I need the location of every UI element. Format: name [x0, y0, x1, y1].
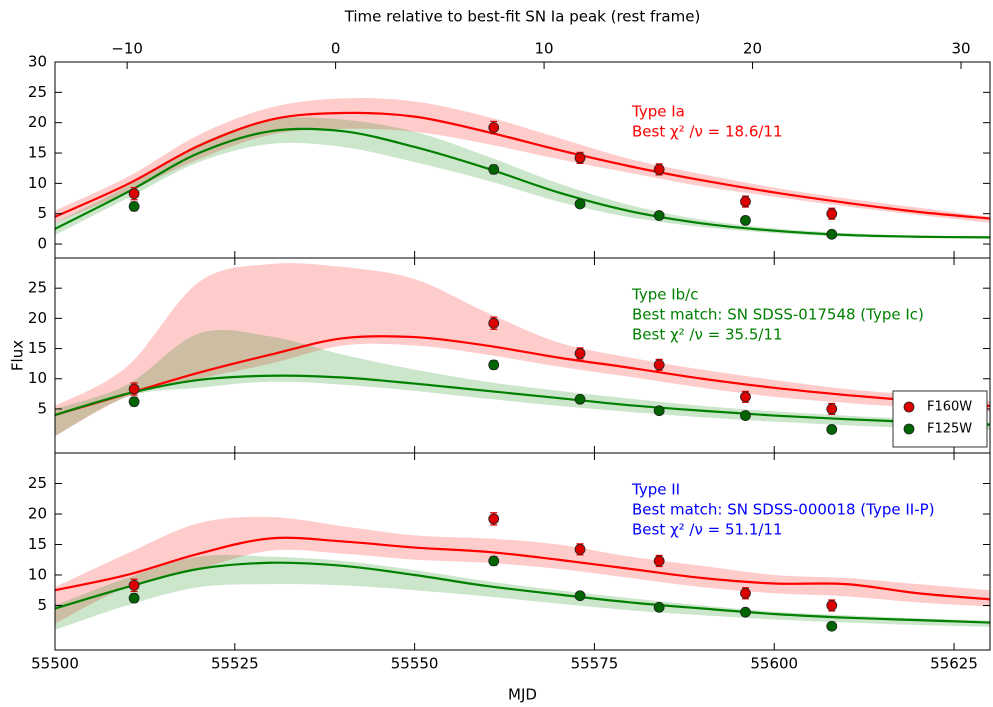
- data-point: [574, 198, 586, 210]
- model-line: [55, 127, 990, 239]
- y-tick-label: 0: [37, 235, 47, 253]
- data-point: [740, 587, 751, 599]
- data-point: [740, 606, 751, 618]
- data-point: [740, 196, 751, 207]
- data-point: [488, 359, 500, 371]
- legend-marker: [903, 423, 915, 435]
- data-point: [653, 601, 665, 613]
- data-point: [488, 317, 500, 329]
- data-point: [128, 396, 140, 408]
- data-point: [574, 347, 586, 359]
- model-line: [55, 536, 990, 601]
- data-point: [740, 410, 751, 421]
- data-point: [826, 208, 838, 220]
- x2-tick-label: 0: [331, 40, 341, 58]
- annotation: Best χ² /ν = 35.5/11: [632, 326, 783, 344]
- data-point: [653, 164, 665, 175]
- y-tick-label: 30: [28, 53, 47, 71]
- panel-plot: [55, 516, 990, 630]
- data-point: [574, 152, 586, 164]
- annotation: Type II: [631, 481, 680, 499]
- data-point: [574, 543, 586, 555]
- x2-tick-label: 30: [951, 40, 970, 58]
- legend-box: [892, 390, 988, 448]
- y-tick-label: 10: [28, 565, 47, 583]
- model-line: [55, 561, 990, 624]
- uncertainty-band: [55, 516, 990, 624]
- data-point: [488, 513, 500, 525]
- data-point: [128, 188, 140, 200]
- data-point: [653, 359, 665, 371]
- annotation: Best match: SN SDSS-017548 (Type Ic): [632, 306, 924, 324]
- y-tick-label: 15: [28, 339, 47, 357]
- y-tick-label: 15: [28, 535, 47, 553]
- x2-tick-label: 10: [535, 40, 554, 58]
- data-point: [574, 393, 586, 405]
- data-point: [826, 403, 838, 415]
- legend-marker: [903, 401, 915, 413]
- data-point: [128, 592, 140, 604]
- data-point: [826, 600, 838, 611]
- legend-label: F160W: [927, 400, 972, 415]
- data-point: [826, 620, 838, 632]
- y-tick-label: 25: [28, 83, 47, 101]
- data-point: [740, 391, 751, 403]
- x-tick-label: 55525: [211, 655, 259, 673]
- data-point: [826, 228, 838, 240]
- data-point: [488, 555, 500, 567]
- y-tick-label: 20: [28, 309, 47, 327]
- annotation: Best χ² /ν = 51.1/11: [632, 521, 783, 539]
- y-tick-label: 10: [28, 369, 47, 387]
- model-line: [55, 335, 990, 417]
- annotation: Best match: SN SDSS-000018 (Type II-P): [632, 501, 935, 519]
- annotation: Best χ² /ν = 18.6/11: [632, 123, 783, 141]
- uncertainty-band: [55, 329, 990, 437]
- data-point: [826, 424, 838, 435]
- x-tick-label: 55625: [930, 655, 978, 673]
- model-line: [55, 374, 990, 426]
- data-point: [653, 555, 665, 567]
- y-tick-label: 5: [37, 204, 47, 222]
- legend-label: F125W: [927, 422, 972, 437]
- annotation: Type Ia: [631, 103, 685, 121]
- x-tick-label: 55500: [31, 655, 79, 673]
- data-point: [488, 164, 500, 175]
- x2-axis-label: Time relative to best-fit SN Ia peak (re…: [344, 8, 701, 26]
- x-tick-label: 55550: [391, 655, 439, 673]
- x-tick-label: 55575: [571, 655, 619, 673]
- y-tick-label: 5: [37, 596, 47, 614]
- data-point: [740, 214, 751, 226]
- y-tick-label: 20: [28, 504, 47, 522]
- data-point: [128, 383, 140, 395]
- uncertainty-band: [55, 263, 990, 437]
- data-point: [574, 590, 586, 602]
- annotation: Type Ib/c: [631, 286, 698, 304]
- data-point: [128, 201, 140, 212]
- x-tick-label: 55600: [750, 655, 798, 673]
- y-tick-label: 20: [28, 113, 47, 131]
- data-point: [128, 579, 140, 591]
- data-point: [488, 122, 500, 133]
- y-axis-label: Flux: [9, 340, 27, 371]
- panel-plot: [55, 263, 990, 437]
- model-line: [55, 111, 990, 220]
- uncertainty-band: [55, 554, 990, 630]
- axes-frame: [54, 452, 991, 651]
- y-tick-label: 25: [28, 474, 47, 492]
- y-tick-label: 15: [28, 144, 47, 162]
- data-point: [653, 405, 665, 417]
- panel-plot: [55, 98, 990, 239]
- x-axis-label: MJD: [508, 686, 537, 704]
- y-tick-label: 25: [28, 279, 47, 297]
- x2-tick-label: −10: [111, 40, 143, 58]
- uncertainty-band: [55, 117, 990, 239]
- y-tick-label: 5: [37, 399, 47, 417]
- data-point: [653, 210, 665, 221]
- x2-tick-label: 20: [743, 40, 762, 58]
- y-tick-label: 10: [28, 174, 47, 192]
